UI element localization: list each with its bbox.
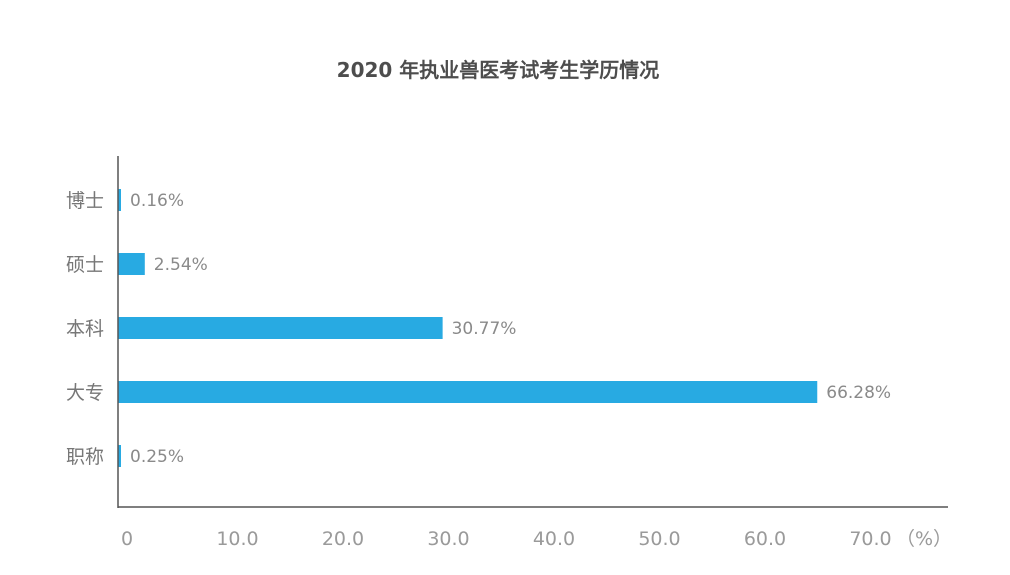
category-label-3: 大专 [66,382,104,404]
x-tick-label-7: 70.0 [849,528,891,550]
value-label-1: 2.54% [154,255,208,275]
x-tick-label-4: 40.0 [533,528,575,550]
bar-0 [118,189,121,211]
x-tick-label-5: 50.0 [638,528,680,550]
value-label-0: 0.16% [130,191,184,211]
category-label-2: 本科 [66,318,104,340]
value-labels: 0.16% 2.54% 30.77% 66.28% 0.25% [130,191,891,467]
category-label-4: 职称 [66,446,104,468]
x-tick-label-6: 60.0 [744,528,786,550]
category-label-1: 硕士 [66,254,104,276]
bar-1 [118,253,145,275]
x-tick-label-1: 10.0 [216,528,258,550]
chart-title: 2020 年执业兽医考试考生学历情况 [337,58,660,82]
bars-layer [118,189,818,467]
bar-4 [118,445,121,467]
x-tick-labels: 0 10.0 20.0 30.0 40.0 50.0 60.0 70.0 [121,528,892,550]
category-label-0: 博士 [66,190,104,212]
bar-3 [118,381,818,403]
value-label-4: 0.25% [130,447,184,467]
x-tick-label-3: 30.0 [427,528,469,550]
value-label-2: 30.77% [452,319,517,339]
x-tick-label-0: 0 [121,528,133,550]
bar-2 [118,317,443,339]
x-axis-unit-label: （%） [896,528,952,550]
x-tick-label-2: 20.0 [322,528,364,550]
value-label-3: 66.28% [826,383,891,403]
